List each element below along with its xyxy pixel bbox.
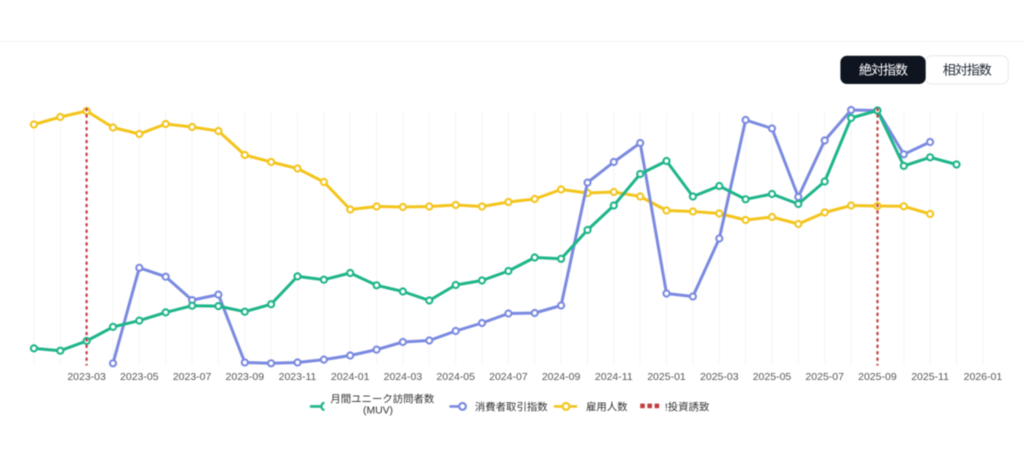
svg-text:2024-09: 2024-09 (542, 371, 581, 383)
svg-text:2023-07: 2023-07 (173, 371, 212, 383)
svg-text:月間ユニーク訪問者数: 月間ユニーク訪問者数 (330, 392, 435, 405)
svg-text:2025-09: 2025-09 (858, 371, 897, 383)
svg-text:雇用人数: 雇用人数 (586, 400, 628, 413)
svg-text:2023-03: 2023-03 (67, 371, 106, 383)
svg-text:相対指数: 相対指数 (943, 63, 992, 78)
svg-text:消費者取引指数: 消費者取引指数 (475, 400, 548, 413)
svg-text:2024-11: 2024-11 (595, 371, 633, 383)
svg-text:!投資誘致: !投資誘致 (665, 400, 710, 413)
svg-text:2026-01: 2026-01 (964, 371, 1003, 383)
svg-text:2024-05: 2024-05 (436, 371, 475, 383)
svg-text:2023-09: 2023-09 (226, 371, 265, 383)
svg-text:2024-03: 2024-03 (384, 371, 423, 383)
svg-text:2025-07: 2025-07 (805, 371, 844, 383)
svg-text:2024-07: 2024-07 (489, 371, 528, 383)
svg-text:2025-11: 2025-11 (911, 371, 949, 383)
svg-text:2024-01: 2024-01 (331, 371, 370, 383)
svg-text:(MUV): (MUV) (363, 406, 393, 417)
svg-text:2025-05: 2025-05 (753, 371, 792, 383)
svg-text:2023-11: 2023-11 (279, 371, 317, 383)
svg-text:絶対指数: 絶対指数 (859, 63, 908, 78)
svg-text:2025-03: 2025-03 (700, 371, 739, 383)
svg-text:2025-01: 2025-01 (647, 371, 686, 383)
svg-text:2023-05: 2023-05 (120, 371, 159, 383)
